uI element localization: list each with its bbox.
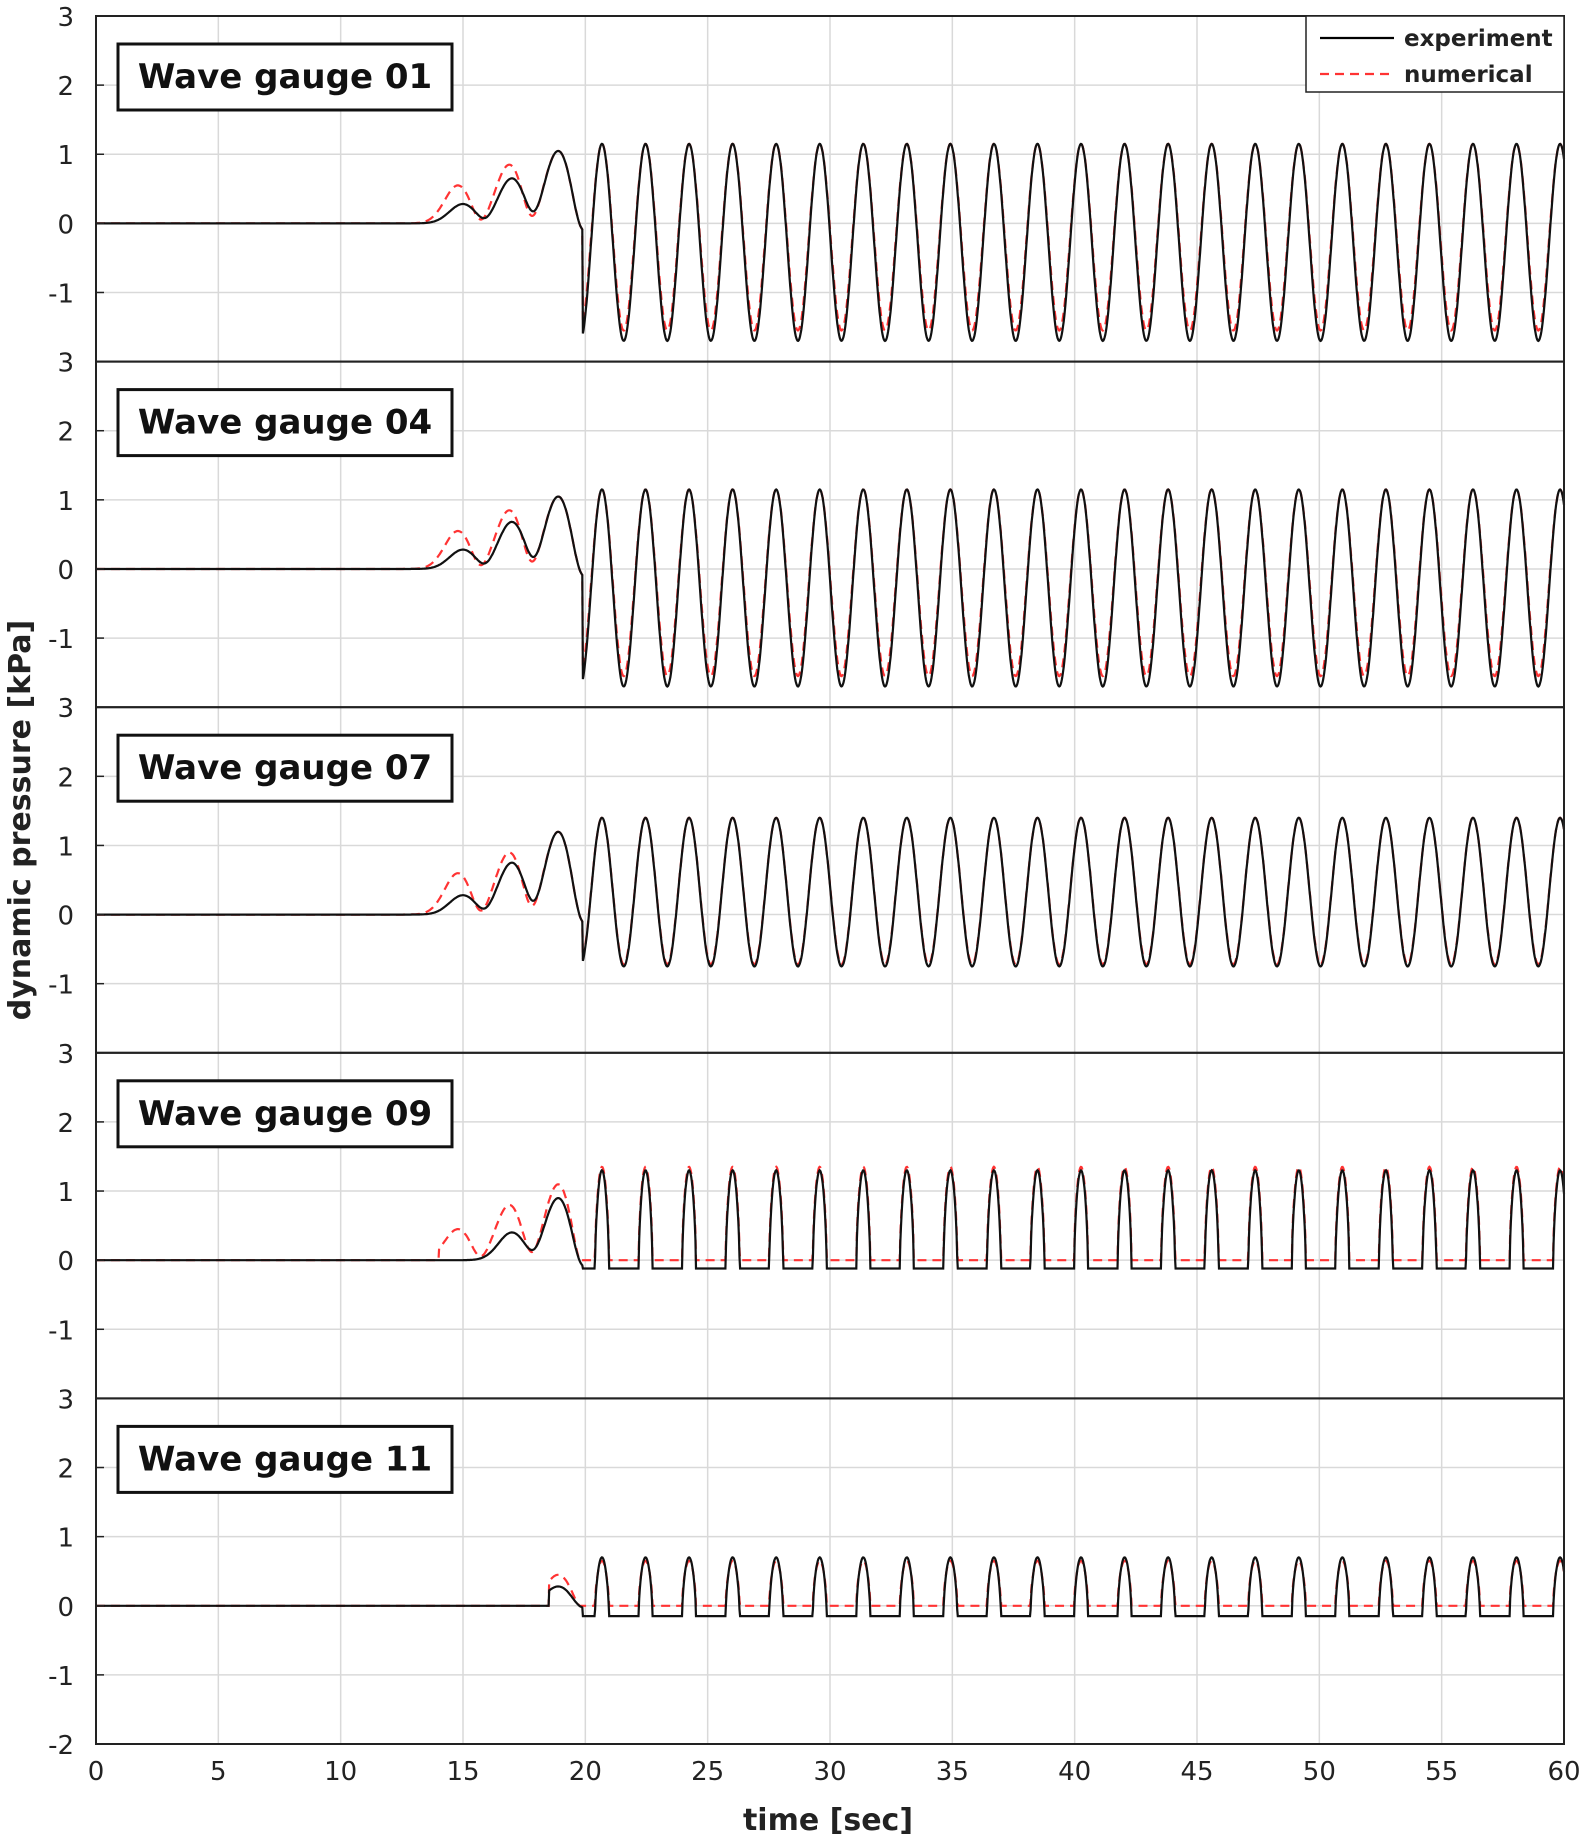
series-experiment-line bbox=[96, 816, 1566, 968]
panel-title: Wave gauge 11 bbox=[138, 1439, 432, 1479]
y-tick-label: 3 bbox=[57, 1040, 74, 1070]
y-tick-label: 0 bbox=[57, 1593, 74, 1623]
series-experiment-line bbox=[96, 1168, 1566, 1270]
y-tick-label: 0 bbox=[57, 556, 74, 586]
y-tick-label: 1 bbox=[57, 1178, 74, 1208]
panel-title-box bbox=[116, 733, 454, 803]
legend-label-numerical: numerical bbox=[1404, 62, 1533, 88]
y-axis-label: dynamic pressure [kPa] bbox=[3, 620, 38, 1020]
legend-box bbox=[1305, 15, 1565, 93]
y-tick-label: 0 bbox=[57, 210, 74, 240]
y-tick-label: -2 bbox=[48, 1731, 74, 1761]
y-tick-label: -1 bbox=[48, 1662, 74, 1692]
x-axis-label: time [sec] bbox=[743, 1803, 913, 1838]
y-tick-label: -1 bbox=[48, 1316, 74, 1346]
y-tick-label: -1 bbox=[48, 279, 74, 309]
series-experiment-line bbox=[96, 488, 1566, 688]
x-tick-label: 45 bbox=[1180, 1757, 1213, 1787]
y-tick-label: -1 bbox=[48, 971, 74, 1001]
panel-title: Wave gauge 09 bbox=[138, 1094, 432, 1134]
y-tick-label: 3 bbox=[57, 694, 74, 724]
panel-title: Wave gauge 01 bbox=[138, 57, 432, 97]
x-tick-label: 25 bbox=[691, 1757, 724, 1787]
panel-title: Wave gauge 04 bbox=[138, 403, 432, 443]
y-tick-label: 0 bbox=[57, 902, 74, 932]
panel-title-box bbox=[116, 1079, 454, 1149]
y-tick-label: 1 bbox=[57, 487, 74, 517]
panel-title-box bbox=[116, 42, 454, 112]
x-tick-label: 15 bbox=[446, 1757, 479, 1787]
y-tick-label: 1 bbox=[57, 832, 74, 862]
panel-title: Wave gauge 07 bbox=[138, 748, 432, 788]
y-tick-label: -1 bbox=[48, 625, 74, 655]
x-tick-label: 30 bbox=[813, 1757, 846, 1787]
x-tick-label: 55 bbox=[1425, 1757, 1458, 1787]
x-tick-label: 40 bbox=[1058, 1757, 1091, 1787]
x-tick-label: 0 bbox=[88, 1757, 105, 1787]
series-experiment-line bbox=[96, 1556, 1566, 1618]
y-tick-label: 2 bbox=[57, 763, 74, 793]
y-tick-label: 2 bbox=[57, 1455, 74, 1485]
y-tick-label: 1 bbox=[57, 1524, 74, 1554]
y-tick-label: 2 bbox=[57, 72, 74, 102]
x-tick-label: 20 bbox=[569, 1757, 602, 1787]
panel-frame bbox=[95, 1397, 1565, 1746]
y-tick-label: 2 bbox=[57, 418, 74, 448]
x-tick-label: 10 bbox=[324, 1757, 357, 1787]
series-experiment-line bbox=[96, 142, 1566, 343]
x-tick-label: 35 bbox=[936, 1757, 969, 1787]
x-tick-label: 60 bbox=[1547, 1757, 1580, 1787]
legend-label-experiment: experiment bbox=[1404, 26, 1553, 52]
panel-title-box bbox=[116, 1424, 454, 1494]
panel-title-box bbox=[116, 388, 454, 458]
y-tick-label: 2 bbox=[57, 1109, 74, 1139]
x-tick-label: 50 bbox=[1303, 1757, 1336, 1787]
y-tick-label: 3 bbox=[57, 349, 74, 379]
x-tick-label: 5 bbox=[210, 1757, 227, 1787]
y-tick-label: 3 bbox=[57, 3, 74, 33]
y-tick-label: 3 bbox=[57, 1385, 74, 1415]
y-tick-label: 0 bbox=[57, 1247, 74, 1277]
y-tick-label: 1 bbox=[57, 141, 74, 171]
